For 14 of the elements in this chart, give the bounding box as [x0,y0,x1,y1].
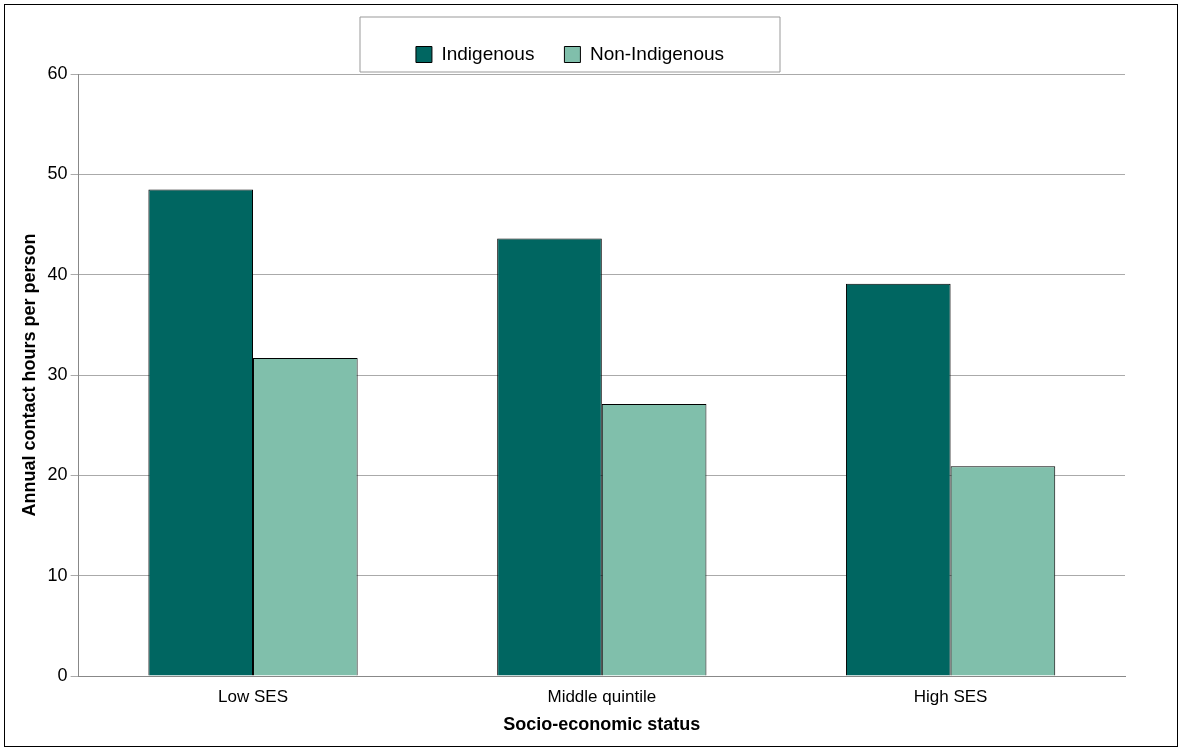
y-tick-label: 60 [47,62,68,83]
legend-label: Indigenous [441,42,535,64]
y-tick-label: 10 [47,564,68,585]
x-tick-label: Middle quintile [547,686,657,706]
x-axis-title: Socio-economic status [503,714,701,735]
y-tick-label: 40 [47,263,68,284]
y-tick-label: 50 [47,163,68,184]
legend-label: Non-Indigenous [589,42,725,64]
x-tick-label: Low SES [218,686,288,706]
y-tick-label: 30 [47,363,68,384]
y-axis-title: Annual contact hours per person [18,233,39,517]
x-tick-label: High SES [913,686,988,706]
y-tick-label: 20 [47,464,68,485]
y-tick-label: 0 [57,664,68,685]
